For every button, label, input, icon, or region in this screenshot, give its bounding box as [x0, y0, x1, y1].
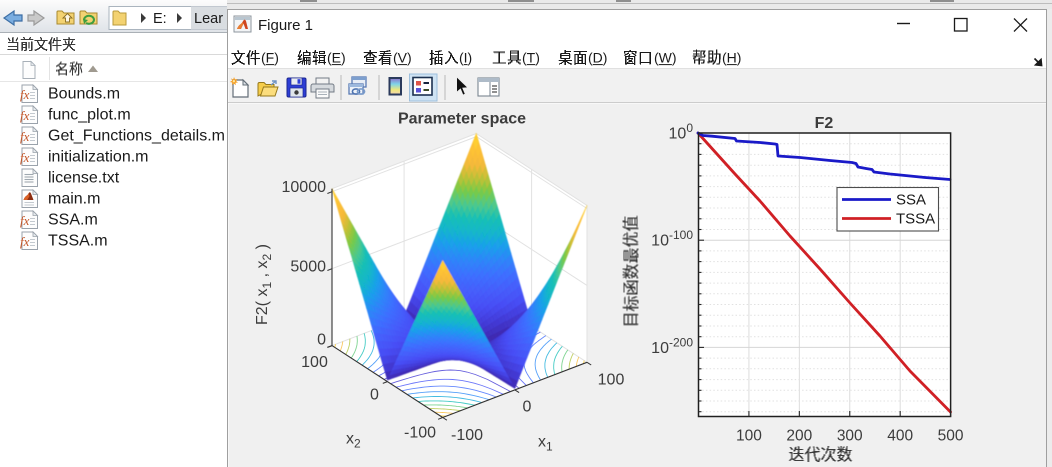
svg-text:fx: fx — [20, 108, 30, 123]
svg-text:Lear: Lear — [194, 11, 223, 27]
svg-text:500: 500 — [938, 428, 964, 445]
svg-text:0: 0 — [370, 387, 379, 404]
svg-text:(T): (T) — [522, 50, 540, 66]
svg-text:fx: fx — [20, 150, 30, 165]
svg-text:100: 100 — [301, 354, 328, 371]
svg-text:TSSA.m: TSSA.m — [48, 233, 108, 250]
svg-text:SSA: SSA — [896, 192, 926, 209]
svg-text:5000: 5000 — [290, 259, 326, 276]
svg-text:fx: fx — [20, 129, 30, 144]
svg-text:100: 100 — [736, 428, 762, 445]
svg-text:initialization.m: initialization.m — [48, 149, 148, 166]
svg-text:0: 0 — [523, 399, 532, 416]
svg-text:(D): (D) — [588, 50, 607, 66]
svg-text:(H): (H) — [722, 50, 741, 66]
svg-text:200: 200 — [786, 428, 812, 445]
svg-text:400: 400 — [887, 428, 913, 445]
svg-text:(I): (I) — [459, 50, 472, 66]
svg-text:(V): (V) — [393, 50, 412, 66]
svg-text:100: 100 — [598, 372, 625, 389]
svg-text:TSSA: TSSA — [896, 211, 935, 228]
svg-text:(W): (W) — [654, 50, 677, 66]
svg-text:fx: fx — [20, 234, 30, 249]
svg-text:fx: fx — [20, 213, 30, 228]
svg-text:(F): (F) — [261, 50, 279, 66]
svg-text:(E): (E) — [327, 50, 346, 66]
svg-text:main.m: main.m — [48, 191, 100, 208]
svg-text:300: 300 — [837, 428, 863, 445]
svg-text:F2( x1 , x2 ): F2( x1 , x2 ) — [254, 244, 274, 325]
svg-text:Figure 1: Figure 1 — [258, 17, 313, 34]
svg-text:10000: 10000 — [282, 179, 327, 196]
svg-text:fx: fx — [20, 87, 30, 102]
svg-text:F2: F2 — [815, 115, 834, 132]
svg-text:func_plot.m: func_plot.m — [48, 107, 131, 124]
svg-text:-100: -100 — [451, 427, 483, 444]
svg-text:SSA.m: SSA.m — [48, 212, 98, 229]
svg-text:E:: E: — [153, 11, 167, 27]
svg-text:Get_Functions_details.m: Get_Functions_details.m — [48, 128, 225, 145]
svg-text:Parameter space: Parameter space — [398, 111, 526, 128]
svg-text:Bounds.m: Bounds.m — [48, 86, 120, 103]
svg-text:-100: -100 — [404, 425, 436, 442]
svg-text:0: 0 — [317, 332, 326, 349]
svg-text:license.txt: license.txt — [48, 170, 120, 187]
